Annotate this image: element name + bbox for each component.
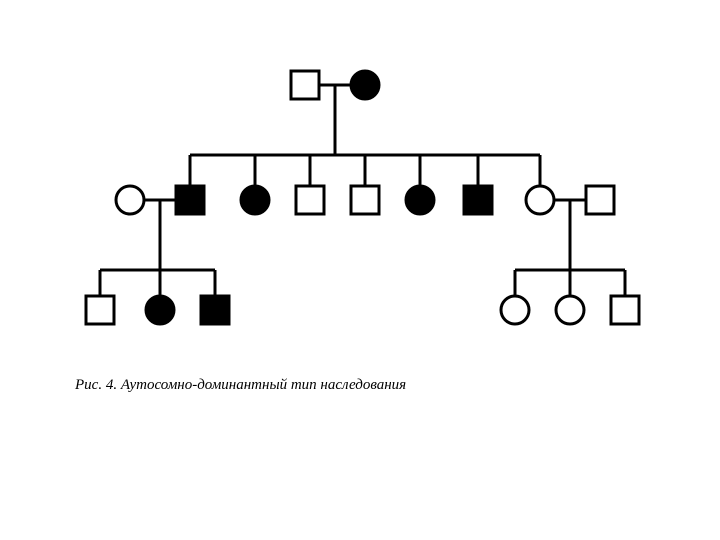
figure-caption: Рис. 4. Аутосомно-доминантный тип наслед… xyxy=(75,377,406,394)
pedigree-diagram xyxy=(0,0,720,360)
